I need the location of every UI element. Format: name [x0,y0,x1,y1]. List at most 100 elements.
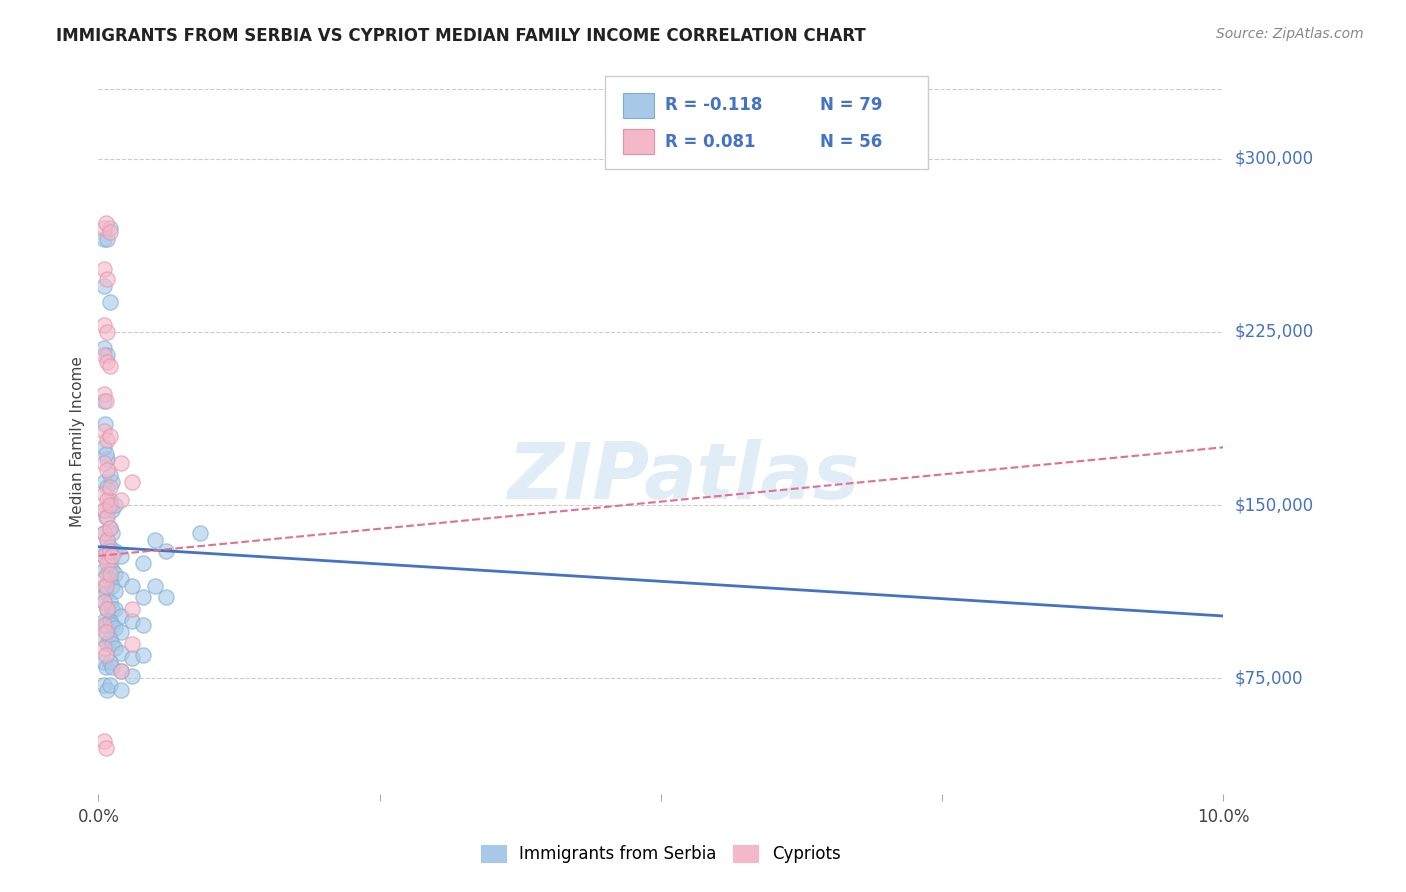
Point [96,544,118,558]
Point [93,595,115,609]
Point [96,480,118,494]
Point [93,579,115,593]
Text: $225,000: $225,000 [1234,323,1313,341]
Point [98,556,121,570]
Point [93,475,115,489]
Point [93,632,115,646]
Point [94,417,117,432]
Point [93,618,115,632]
Text: R = 0.081: R = 0.081 [665,133,755,151]
Point [101,660,124,674]
Point [93,525,115,540]
Point [96,625,118,640]
Point [101,618,124,632]
Point [132,556,155,570]
Point [96,348,118,362]
Point [104,621,127,635]
Point [121,614,143,628]
Legend: Immigrants from Serbia, Cypriots: Immigrants from Serbia, Cypriots [474,838,848,870]
Point [96,216,118,230]
Point [132,591,155,605]
Point [93,486,115,500]
Point [93,262,115,277]
Point [110,609,132,624]
Point [96,740,118,755]
Point [96,451,118,466]
Point [121,602,143,616]
Point [96,271,118,285]
Point [98,678,121,692]
Point [93,457,115,471]
Point [93,502,115,516]
Point [98,595,121,609]
Point [104,544,127,558]
Point [96,232,118,246]
Point [96,567,118,582]
Point [98,359,121,374]
Y-axis label: Median Family Income: Median Family Income [69,356,84,527]
Text: R = -0.118: R = -0.118 [665,96,762,114]
Point [93,232,115,246]
Point [96,394,118,409]
Point [98,498,121,512]
Point [121,650,143,665]
Point [96,682,118,697]
Point [96,509,118,524]
Point [93,655,115,669]
Point [104,498,127,512]
Point [110,625,132,640]
Point [93,614,115,628]
Point [98,655,121,669]
Point [96,618,118,632]
Point [98,521,121,535]
Point [101,602,124,616]
Point [101,549,124,563]
Point [98,493,121,508]
Point [93,387,115,401]
Point [98,632,121,646]
Point [96,660,118,674]
Point [93,278,115,293]
Point [93,318,115,332]
Point [98,220,121,235]
Point [98,540,121,554]
Text: N = 79: N = 79 [820,96,882,114]
Point [96,463,118,477]
Point [110,682,132,697]
Text: $75,000: $75,000 [1234,669,1303,688]
Point [93,341,115,355]
Point [110,493,132,508]
Point [104,567,127,582]
Point [101,502,124,516]
Point [110,665,132,679]
Point [96,602,118,616]
Point [96,355,118,369]
Point [98,429,121,443]
Point [121,475,143,489]
Point [188,525,211,540]
Point [121,669,143,683]
Point [93,641,115,656]
Point [96,533,118,547]
Point [155,544,177,558]
Point [96,579,118,593]
Point [93,733,115,747]
Point [96,637,118,651]
Point [110,665,132,679]
Point [96,648,118,663]
Point [98,614,121,628]
Point [110,549,132,563]
Point [101,475,124,489]
Point [104,583,127,598]
Text: Source: ZipAtlas.com: Source: ZipAtlas.com [1216,27,1364,41]
Point [96,493,118,508]
Point [96,509,118,524]
Point [98,294,121,309]
Point [101,637,124,651]
Point [98,468,121,483]
Point [110,572,132,586]
Point [96,586,118,600]
Point [132,618,155,632]
Point [101,525,124,540]
Point [121,579,143,593]
